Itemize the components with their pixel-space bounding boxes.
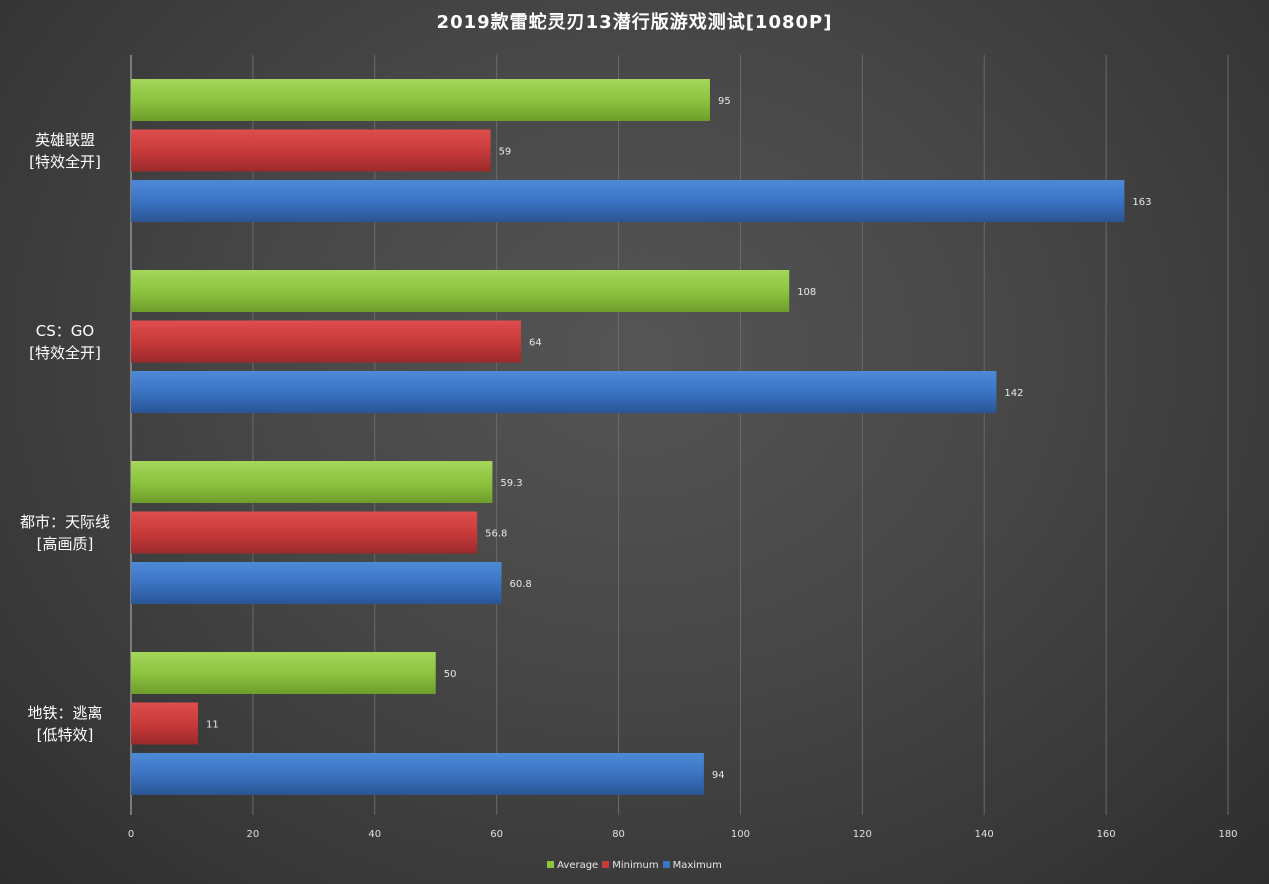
x-tick-label: 20 — [247, 829, 260, 840]
x-tick-label: 120 — [853, 829, 872, 840]
category-label-line: CS：GO — [35, 321, 95, 340]
x-tick-label: 40 — [368, 829, 381, 840]
data-label: 59.3 — [500, 478, 522, 489]
bar-minimum — [131, 129, 491, 172]
bar-minimum — [131, 320, 522, 363]
bar-maximum — [131, 562, 502, 604]
bar-minimum — [131, 702, 199, 745]
bar-average — [131, 652, 436, 694]
data-label: 11 — [206, 720, 219, 731]
x-tick-label: 100 — [731, 829, 750, 840]
bar-maximum — [131, 753, 704, 795]
bar-average — [131, 270, 790, 312]
category-label-line: [低特效] — [36, 725, 94, 744]
data-label: 50 — [444, 669, 457, 680]
category-label-line: [特效全开] — [29, 152, 101, 171]
data-label: 95 — [718, 96, 731, 107]
x-tick-label: 80 — [612, 829, 625, 840]
legend-swatch — [547, 861, 555, 868]
bar-average — [131, 79, 710, 121]
bar-maximum — [131, 371, 997, 413]
x-tick-label: 60 — [490, 829, 503, 840]
bar-minimum — [131, 511, 478, 554]
data-label: 60.8 — [510, 579, 532, 590]
legend-item-maximum: Maximum — [662, 860, 722, 871]
category-label-line: 地铁：逃离 — [27, 703, 103, 722]
legend-label: Average — [557, 860, 599, 871]
category-label-line: [特效全开] — [29, 343, 101, 362]
data-label: 59 — [499, 147, 512, 158]
legend-item-minimum: Minimum — [602, 860, 659, 871]
bar-average — [131, 461, 493, 503]
category-label-line: [高画质] — [36, 534, 94, 553]
legend-label: Maximum — [672, 860, 722, 871]
data-label: 108 — [797, 287, 816, 298]
category-label-line: 英雄联盟 — [34, 130, 95, 149]
category-label: 地铁：逃离 [低特效] — [6, 702, 124, 746]
data-label: 56.8 — [485, 529, 507, 540]
x-tick-label: 160 — [1097, 829, 1116, 840]
chart-title: 2019款雷蛇灵刃13潜行版游戏测试[1080P] — [436, 12, 833, 33]
x-tick-label: 0 — [128, 829, 134, 840]
category-label: 英雄联盟 [特效全开] — [6, 129, 124, 173]
legend-swatch — [662, 861, 670, 868]
x-tick-label: 180 — [1218, 829, 1237, 840]
category-label-line: 都市：天际线 — [19, 512, 110, 531]
category-label: 都市：天际线 [高画质] — [6, 511, 124, 555]
legend-label: Minimum — [612, 860, 659, 871]
data-label: 64 — [529, 338, 542, 349]
category-label: CS：GO [特效全开] — [6, 320, 124, 364]
legend-swatch — [602, 861, 610, 868]
legend-item-average: Average — [547, 860, 598, 871]
data-label: 142 — [1004, 388, 1023, 399]
bar-maximum — [131, 180, 1125, 222]
x-tick-label: 140 — [975, 829, 994, 840]
data-label: 163 — [1132, 197, 1151, 208]
legend: Average Minimum Maximum — [0, 860, 1269, 871]
data-label: 94 — [712, 770, 725, 781]
